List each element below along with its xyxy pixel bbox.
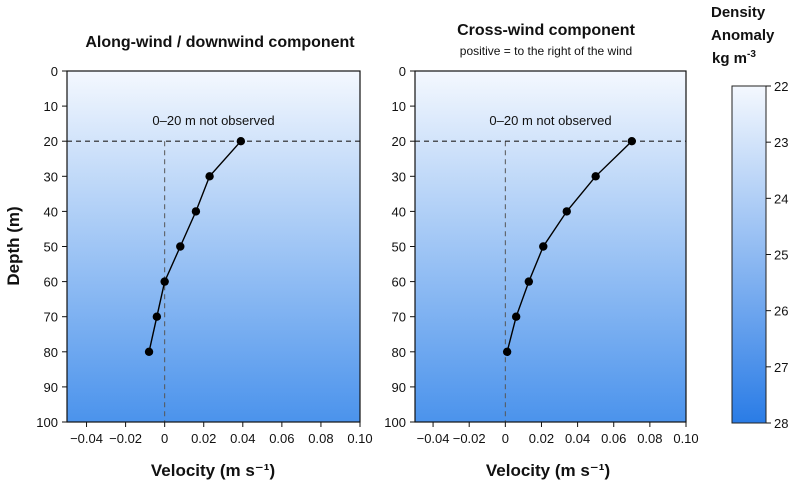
along-wind-x-tick-label: 0.04 [230, 431, 255, 446]
y-axis-label: Depth (m) [4, 206, 23, 285]
cross-wind-y-tick-label: 30 [392, 169, 406, 184]
cross-wind-data-point [511, 312, 521, 321]
colorbar-unit-exponent: -3 [747, 49, 756, 60]
colorbar-gradient [731, 85, 767, 424]
cross-wind-y-tick-label: 20 [392, 134, 406, 149]
colorbar-unit: kg m [712, 50, 747, 67]
colorbar-tick-label: 26 [774, 304, 788, 319]
cross-wind-x-tick-label: 0.04 [565, 431, 590, 446]
along-wind-data-point [144, 347, 154, 356]
along-wind-y-tick-label: 60 [44, 275, 58, 290]
cross-wind-data-point [539, 242, 548, 251]
along-wind-x-axis-label: Velocity (m s⁻¹) [151, 461, 275, 480]
along-wind-data-point [191, 207, 201, 216]
along-wind-y-tick-label: 0 [51, 64, 58, 79]
cross-wind-y-tick-label: 50 [392, 240, 406, 255]
along-wind-y-tick-label: 100 [36, 415, 58, 430]
colorbar-title-line-2: Anomaly [711, 27, 775, 44]
along-wind-data-point [205, 172, 214, 181]
along-wind-plot-area [67, 71, 360, 422]
cross-wind-x-axis-label: Velocity (m s⁻¹) [486, 461, 610, 480]
along-wind-x-tick-label: 0.02 [191, 431, 216, 446]
colorbar-tick-label: 23 [774, 135, 788, 150]
along-wind-data-point [176, 242, 185, 251]
colorbar-tick-label: 25 [774, 248, 788, 263]
cross-wind-x-tick-label: 0.10 [673, 431, 698, 446]
along-wind-y-tick-label: 90 [44, 380, 58, 395]
cross-wind-y-tick-label: 40 [392, 204, 406, 219]
cross-wind-x-tick-label: 0.02 [529, 431, 554, 446]
cross-wind-data-point [591, 172, 600, 181]
cross-wind-y-tick-label: 60 [392, 275, 406, 290]
cross-wind-y-tick-label: 10 [392, 99, 406, 114]
along-wind-y-tick-label: 30 [44, 169, 58, 184]
along-wind-data-point [236, 137, 246, 146]
along-wind-data-point [152, 312, 162, 321]
along-wind-x-tick-label: 0.08 [308, 431, 333, 446]
along-wind-panel: Along-wind / downwind component Depth (m… [4, 34, 373, 480]
along-wind-y-tick-label: 20 [44, 134, 58, 149]
along-wind-x-tick-label: −0.02 [109, 431, 142, 446]
along-wind-annotation: 0–20 m not observed [152, 113, 274, 128]
cross-wind-title: Cross-wind component [457, 22, 635, 39]
density-anomaly-colorbar: Density Anomaly kg m-3 22 23 24 25 26 27 28 [711, 4, 788, 431]
cross-wind-annotation: 0–20 m not observed [489, 113, 611, 128]
colorbar-title-line-1: Density [711, 4, 766, 21]
cross-wind-y-tick-label: 90 [392, 380, 406, 395]
cross-wind-y-tick-label: 70 [392, 310, 406, 325]
cross-wind-x-tick-label: 0 [502, 431, 509, 446]
cross-wind-x-tick-label: 0.08 [637, 431, 662, 446]
colorbar-tick-label: 22 [774, 79, 788, 94]
cross-wind-x-tick-label: −0.02 [453, 431, 486, 446]
along-wind-y-tick-label: 40 [44, 204, 58, 219]
cross-wind-panel: Cross-wind component positive = to the r… [384, 22, 698, 480]
cross-wind-y-tick-label: 0 [399, 64, 406, 79]
cross-wind-y-tick-label: 100 [384, 415, 406, 430]
cross-wind-y-tick-label: 80 [392, 345, 406, 360]
along-wind-y-tick-label: 70 [44, 310, 58, 325]
along-wind-x-tick-label: −0.04 [70, 431, 103, 446]
cross-wind-subtitle: positive = to the right of the wind [460, 44, 632, 58]
colorbar-tick-label: 24 [774, 191, 788, 206]
colorbar-tick-label: 28 [774, 416, 788, 431]
cross-wind-data-point [562, 207, 571, 216]
cross-wind-x-tick-label: 0.06 [601, 431, 626, 446]
cross-wind-data-point [524, 277, 534, 286]
along-wind-y-tick-label: 50 [44, 240, 58, 255]
along-wind-y-tick-label: 10 [44, 99, 58, 114]
along-wind-data-point [160, 277, 169, 286]
cross-wind-data-point [627, 137, 636, 146]
along-wind-y-tick-label: 80 [44, 345, 58, 360]
cross-wind-data-point [502, 347, 512, 356]
along-wind-x-tick-label: 0.06 [269, 431, 294, 446]
cross-wind-x-tick-label: −0.04 [417, 431, 450, 446]
colorbar-tick-label: 27 [774, 360, 788, 375]
along-wind-title: Along-wind / downwind component [85, 34, 355, 51]
colorbar-title-line-3: kg m-3 [712, 49, 756, 67]
along-wind-x-tick-label: 0 [161, 431, 168, 446]
cross-wind-plot-area [415, 71, 686, 422]
along-wind-x-tick-label: 0.10 [347, 431, 372, 446]
